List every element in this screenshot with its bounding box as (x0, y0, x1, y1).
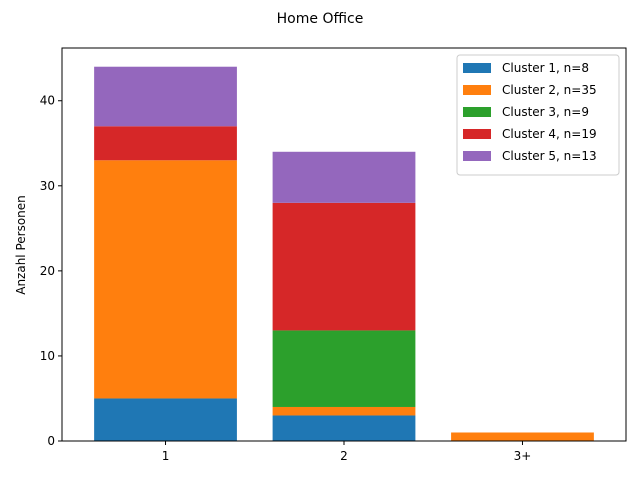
legend-swatch (463, 129, 491, 139)
legend-box (456, 54, 620, 176)
legend-label: Cluster 3, n=9 (502, 105, 589, 119)
bar-segment-series-4-category-2 (272, 202, 416, 331)
y-axis-label: Anzahl Personen (14, 195, 28, 295)
bar-segment-series-1-category-2 (272, 415, 416, 441)
legend: Cluster 1, n=8 Cluster 2, n=35 Cluster 3, … (456, 54, 620, 176)
legend-label: Cluster 5, n=13 (502, 149, 597, 163)
x-tick-label: 2 (340, 449, 348, 463)
y-tick-label: 0 (47, 434, 55, 448)
legend-swatch (463, 85, 491, 95)
legend-label: Cluster 2, n=35 (502, 83, 597, 97)
bar-segment-series-4-category-1 (94, 126, 237, 161)
chart-title: Home Office (277, 11, 364, 27)
bar-segment-series-3-category-2 (272, 330, 416, 407)
y-tick-label: 40 (40, 94, 55, 108)
y-tick-label: 20 (40, 264, 55, 278)
y-tick-label: 10 (40, 349, 55, 363)
legend-swatch (463, 63, 491, 73)
bar-segment-series-5-category-1 (94, 66, 237, 127)
legend-label: Cluster 4, n=19 (502, 127, 597, 141)
bar-segment-series-5-category-2 (272, 151, 416, 203)
legend-label: Cluster 1, n=8 (502, 61, 589, 75)
legend-swatch (463, 151, 491, 161)
bar-segment-series-1-category-1 (94, 398, 237, 441)
legend-swatch (463, 107, 491, 117)
x-tick-label: 3+ (514, 449, 532, 463)
axes-group: 0 10 20 30 40 1 2 3+ (40, 47, 627, 463)
x-tick-label: 1 (162, 449, 170, 463)
bar-segment-series-2-category-3 (451, 432, 594, 441)
bars-group (94, 66, 594, 441)
y-tick-label: 30 (40, 179, 55, 193)
bar-segment-series-2-category-2 (272, 406, 416, 416)
bar-segment-series-2-category-1 (94, 160, 237, 399)
